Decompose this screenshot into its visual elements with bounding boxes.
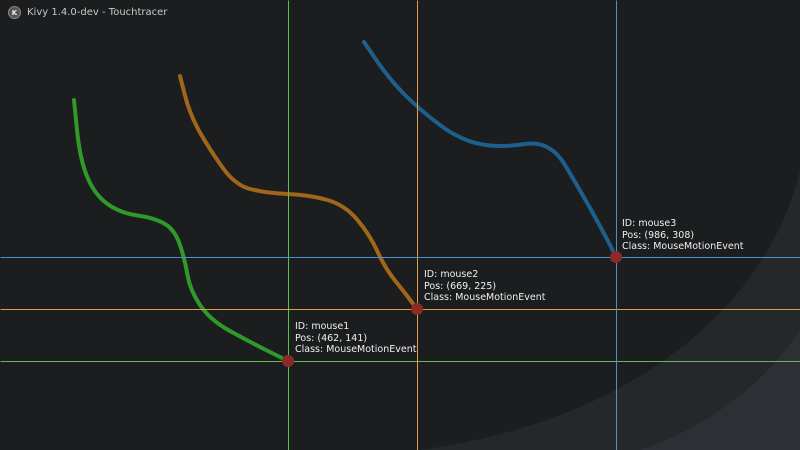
touch-id: ID: mouse1 <box>295 321 350 332</box>
touch-label-mouse2: ID: mouse2 Pos: (669, 225) Class: MouseM… <box>424 269 545 304</box>
touch-id: ID: mouse2 <box>424 269 479 280</box>
touch-pos: Pos: (669, 225) <box>424 280 497 292</box>
touch-class: Class: MouseMotionEvent <box>424 292 546 303</box>
touch-label-mouse1: ID: mouse1 Pos: (462, 141) Class: MouseM… <box>295 321 416 356</box>
title-bar: K Kivy 1.4.0-dev - Touchtracer <box>8 6 167 19</box>
touch-point-mouse1[interactable] <box>282 355 294 367</box>
touch-pos: Pos: (462, 141) <box>295 332 368 344</box>
touch-label-mouse3: ID: mouse3 Pos: (986, 308) Class: MouseM… <box>622 218 743 253</box>
touch-trail-mouse3 <box>362 40 618 259</box>
touch-trail-mouse2 <box>178 74 419 311</box>
background-swoosh-inner <box>640 330 800 450</box>
touch-pos: Pos: (986, 308) <box>622 229 695 241</box>
touch-point-mouse3[interactable] <box>610 251 622 263</box>
window-title: Kivy 1.4.0-dev - Touchtracer <box>27 7 168 18</box>
kivy-logo-icon: K <box>8 6 21 19</box>
background-swoosh <box>420 170 800 450</box>
touch-id: ID: mouse3 <box>622 218 677 229</box>
touch-trail-mouse1 <box>72 98 290 363</box>
touch-point-mouse2[interactable] <box>411 303 423 315</box>
touch-class: Class: MouseMotionEvent <box>295 344 417 355</box>
touch-class: Class: MouseMotionEvent <box>622 241 744 252</box>
